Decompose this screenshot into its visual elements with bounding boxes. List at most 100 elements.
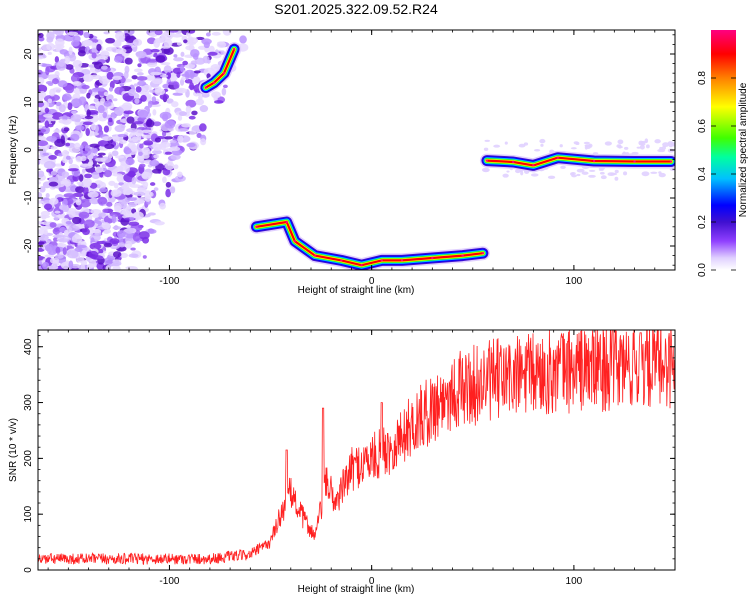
spectrogram-noise-blob — [623, 171, 628, 176]
spectrogram-noise-blob — [173, 57, 184, 62]
spectrogram-noise-blob — [162, 83, 171, 89]
spectrogram-noise-blob — [87, 191, 99, 198]
spectrogram-noise-blob — [570, 172, 576, 175]
spectrogram-noise-blob — [149, 159, 160, 167]
spectrogram-noise-blob — [107, 152, 113, 159]
spectrogram-noise-blob — [65, 221, 72, 225]
spectrogram-noise-blob — [641, 171, 650, 177]
spectrogram-noise-blob — [193, 70, 201, 74]
spectrogram-noise-blob — [44, 120, 50, 128]
spectrogram-noise-blob — [103, 125, 109, 133]
spectrogram-noise-blob — [50, 146, 58, 150]
spectrogram-noise-blob — [83, 74, 94, 82]
spectrogram-noise-blob — [97, 196, 108, 205]
spectrogram-noise-blob — [111, 214, 117, 224]
spectrogram-noise-blob — [165, 131, 172, 137]
spectrogram-noise-blob — [77, 50, 86, 57]
spectrogram-noise-blob — [155, 55, 166, 63]
spectrogram-noise-blob — [147, 228, 157, 234]
spectrogram-noise-blob — [71, 234, 83, 244]
spectrogram-noise-blob — [65, 64, 74, 70]
spectrogram-noise-blob — [131, 136, 139, 143]
spectrogram-noise-blob — [76, 244, 87, 249]
spectrogram-noise-blob — [163, 46, 174, 55]
spectrogram-noise-blob — [78, 211, 90, 219]
spectrogram-noise-blob — [123, 147, 132, 155]
spectrogram-noise-blob — [173, 54, 178, 58]
spectrogram-noise-blob — [137, 187, 143, 191]
spectrogram-noise-blob — [165, 188, 171, 198]
spectrogram-noise-blob — [141, 171, 149, 179]
spectrogram-noise-blob — [137, 133, 142, 141]
spectrogram-ridge-point — [669, 160, 673, 163]
snr-y-ticks: 0 100 200 300 400 — [23, 335, 675, 573]
spectrogram-noise-blob — [67, 200, 72, 205]
spectrogram-ridge-point — [556, 156, 559, 159]
spectrogram-noise-blob — [539, 138, 546, 144]
spectrogram-noise-blob — [38, 69, 43, 76]
snr-y-tick-label: 300 — [23, 394, 34, 411]
spectrogram-noise-blob — [180, 65, 185, 73]
spectrogram-noise-blob — [132, 121, 144, 125]
spectrogram-noise-blob — [114, 125, 125, 133]
spectrogram-noise-blob — [125, 227, 134, 234]
spectrogram-noise-blob — [570, 147, 577, 150]
spectrogram-noise-blob — [84, 178, 92, 187]
spectrogram-y-tick-label: 10 — [23, 96, 34, 108]
spectrogram-noise-blob — [81, 84, 90, 90]
spectrogram-ridge-point — [232, 48, 236, 51]
spectrogram-noise-blob — [183, 39, 188, 44]
spectrogram-noise-blob — [124, 164, 130, 173]
spectrogram-noise-blob — [614, 176, 619, 181]
spectrogram-noise-blob — [141, 134, 154, 139]
spectrogram-noise-blob — [614, 169, 619, 174]
spectrogram-noise-blob — [199, 105, 209, 113]
spectrogram-noise-blob — [83, 39, 93, 46]
spectrogram-noise-blob — [598, 168, 604, 171]
spectrogram-noise-blob — [170, 153, 181, 160]
spectrogram-ridge-point — [212, 81, 216, 85]
spectrogram-noise-blob — [189, 130, 197, 136]
spectrogram-noise-blob — [159, 93, 170, 100]
spectrogram-noise-blob — [82, 150, 88, 154]
spectrogram-noise-blob — [90, 208, 102, 215]
spectrogram-noise-blob — [189, 82, 195, 91]
spectrogram-noise-blob — [667, 148, 675, 153]
spectrogram-noise-blob — [108, 117, 113, 123]
spectrogram-noise-blob — [102, 208, 109, 213]
spectrogram-noise-blob — [142, 149, 149, 156]
spectrogram-noise-blob — [61, 149, 69, 158]
spectrogram-noise-blob — [81, 168, 86, 174]
spectrogram-noise-blob — [137, 109, 149, 119]
spectrogram-noise-blob — [38, 135, 46, 141]
spectrogram-noise-blob — [481, 167, 490, 173]
spectrogram-noise-blob — [126, 197, 137, 201]
spectrogram-noise-blob — [83, 31, 90, 39]
chart-title: S201.2025.322.09.52.R24 — [274, 1, 438, 17]
spectrogram-noise-blob — [581, 171, 589, 175]
spectrogram-noise-blob — [159, 74, 169, 78]
spectrogram-noise-blob — [604, 141, 612, 146]
spectrogram-noise-blob — [82, 121, 94, 126]
spectrogram-noise-blob — [78, 96, 87, 106]
spectrogram-ridge-point — [481, 252, 485, 255]
spectrogram-noise-blob — [220, 50, 225, 55]
spectrogram-noise-blob — [93, 98, 99, 103]
spectrogram-noise-blob — [493, 144, 501, 148]
spectrogram-noise-blob — [658, 171, 662, 174]
spectrogram-noise-blob — [185, 105, 192, 114]
spectrogram-noise-blob — [518, 143, 526, 148]
spectrogram-noise-blob — [150, 48, 160, 53]
spectrogram-noise-blob — [97, 152, 106, 156]
spectrogram-noise-blob — [117, 133, 128, 138]
spectrogram-noise-blob — [49, 257, 60, 264]
spectrogram-noise-blob — [102, 111, 108, 119]
spectrogram-noise-blob — [42, 152, 50, 156]
spectrogram-noise-blob — [592, 152, 599, 155]
spectrogram-noise-blob — [43, 161, 56, 169]
spectrogram-noise-blob — [38, 192, 43, 199]
spectrogram-noise-blob — [133, 191, 146, 196]
spectrogram-noise-blob — [113, 202, 123, 211]
spectrogram-noise-blob — [60, 261, 71, 270]
spectrogram-noise-blob — [43, 203, 53, 210]
